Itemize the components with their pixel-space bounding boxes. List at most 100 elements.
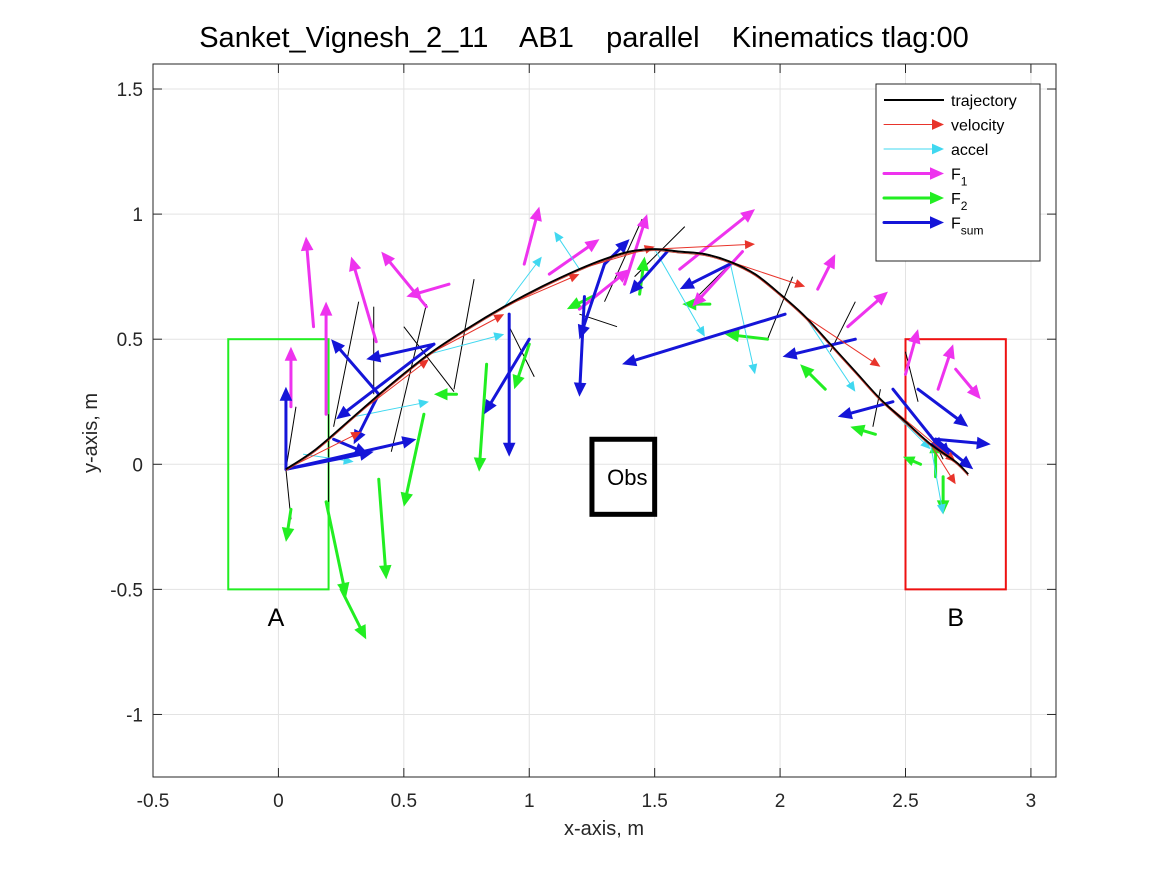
F1-arrow: [904, 329, 921, 376]
F2-arrow: [902, 456, 923, 467]
region-b-label: B: [947, 604, 964, 632]
velocity-arrow: [729, 261, 806, 288]
x-tick-label: 3: [1026, 791, 1037, 812]
velocity-arrow: [804, 316, 881, 367]
accel-arrow: [503, 256, 542, 308]
F2-arrow: [800, 364, 827, 391]
links-segment: [872, 389, 881, 427]
x-axis-label: x-axis, m: [564, 818, 644, 840]
legend-label: trajectory: [951, 93, 1017, 110]
links-segment: [604, 218, 643, 302]
links-segment: [285, 406, 297, 470]
Fsum-arrow: [934, 436, 991, 450]
x-tick-label: 2: [775, 791, 786, 812]
F2-arrow: [850, 424, 877, 437]
accel-arrow: [428, 332, 505, 355]
Fsum-arrow: [916, 387, 969, 427]
Fsum-arrow: [484, 337, 531, 415]
legend-swatch: [882, 167, 944, 180]
F2-arrow: [724, 329, 770, 343]
Fsum-arrow: [502, 312, 516, 457]
y-tick-label: 0: [132, 455, 143, 476]
y-axis-label: y-axis, m: [80, 393, 102, 473]
x-tick-label: -0.5: [137, 791, 170, 812]
region-b-box: [904, 338, 1007, 591]
x-tick-label: 2.5: [892, 791, 918, 812]
links-segment: [453, 279, 475, 390]
plot-data: [279, 206, 991, 640]
legend-entry: trajectory: [884, 93, 1017, 110]
accel-arrow: [654, 248, 705, 337]
F1-arrow: [936, 344, 955, 391]
F1-arrow: [846, 291, 888, 329]
accel-arrow: [554, 231, 580, 270]
axis-ticks: -0.5 0 0.5 1 1.5 2 2.5 3 -1 -0.5 0 0.5 1 1.5: [110, 64, 1056, 812]
Fsum-arrow: [782, 337, 857, 360]
Fsum-arrow: [332, 437, 369, 455]
F1-arrow: [678, 209, 755, 271]
F1-arrow: [816, 254, 836, 291]
y-tick-label: 1: [132, 205, 143, 226]
accel-arrow: [729, 261, 758, 375]
links-segment: [403, 326, 455, 393]
F1-arrow: [577, 269, 630, 311]
legend-label: velocity: [951, 118, 1004, 135]
links-segment: [767, 276, 794, 340]
Fsum-arrow: [366, 342, 436, 363]
F1-arrow: [319, 301, 333, 416]
F2-arrow: [512, 342, 531, 390]
region-a-label: A: [268, 604, 285, 632]
F2-arrow: [433, 388, 459, 401]
F1-arrow: [300, 236, 316, 329]
accel-arrow: [804, 316, 856, 392]
F2-arrow: [682, 297, 712, 311]
Fsum-arrow: [573, 295, 587, 397]
accel-arrow: [353, 399, 429, 418]
Fsum-arrow: [679, 262, 732, 290]
axes-frame: [152, 63, 1057, 778]
F1-arrow: [406, 282, 451, 299]
obstacle-label: Obs: [607, 465, 647, 490]
accel-arrow: [930, 443, 946, 515]
Fsum-arrow: [622, 312, 787, 367]
legend-label: accel: [951, 142, 988, 159]
F2-arrow: [339, 587, 367, 640]
F1-arrow: [522, 206, 542, 266]
Fsum-arrow: [336, 342, 436, 420]
links-segment: [333, 301, 360, 427]
F1-arrow: [547, 239, 600, 276]
x-tick-label: 1.5: [641, 791, 667, 812]
F2-arrow: [473, 362, 489, 472]
F1-arrow: [381, 251, 428, 309]
chart-title: Sanket_Vignesh_2_11 AB1 parallel Kinemat…: [199, 22, 969, 54]
x-tick-label: 0: [273, 791, 284, 812]
legend-entry: velocity: [883, 118, 1004, 135]
Fsum-arrow: [629, 250, 669, 295]
F1-arrow: [349, 256, 378, 344]
F2-arrow: [400, 412, 426, 507]
Fsum-arrow: [934, 437, 951, 457]
region-labels: A B Obs: [268, 465, 964, 632]
legend-swatch: [882, 216, 944, 229]
x-tick-label: 0.5: [391, 791, 417, 812]
F1-arrow: [692, 250, 744, 307]
legend-swatch: [882, 191, 944, 205]
y-tick-label: 1.5: [117, 80, 143, 101]
links-segment: [905, 351, 919, 402]
trajectory-line: [285, 248, 969, 475]
y-tick-label: 0.5: [117, 330, 143, 351]
F2-arrow: [377, 477, 392, 580]
F1-arrow: [954, 367, 981, 400]
F2-arrow: [281, 507, 295, 542]
Fsum-arrow: [279, 386, 293, 471]
Fsum-arrow: [331, 339, 381, 396]
legend-swatch: [883, 143, 944, 155]
velocity-arrow: [930, 443, 956, 485]
velocity-trace-line: [285, 250, 969, 477]
F2-arrow: [324, 500, 350, 597]
y-tick-label: -1: [126, 705, 143, 726]
links-segment: [390, 304, 427, 452]
Fsum-arrow: [577, 262, 606, 340]
